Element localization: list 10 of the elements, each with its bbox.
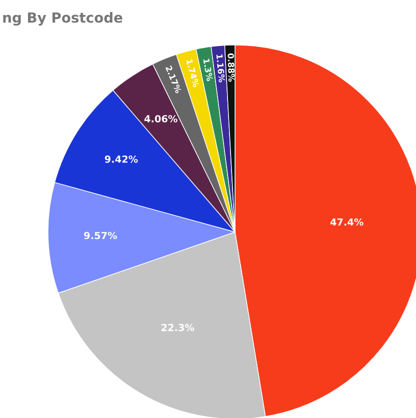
data-label: 0.88% [228,53,235,82]
data-label: 1.3% [203,58,214,82]
data-label: 4.06% [144,115,178,122]
data-label: 9.42% [104,155,138,163]
data-label: 47.4% [330,218,364,226]
data-label: 1.16% [216,54,226,82]
data-label: 9.57% [84,232,117,240]
chart-title: ng By Postcode [3,12,122,26]
data-label: 1.74% [186,59,200,88]
data-label: 22.3% [161,324,194,332]
